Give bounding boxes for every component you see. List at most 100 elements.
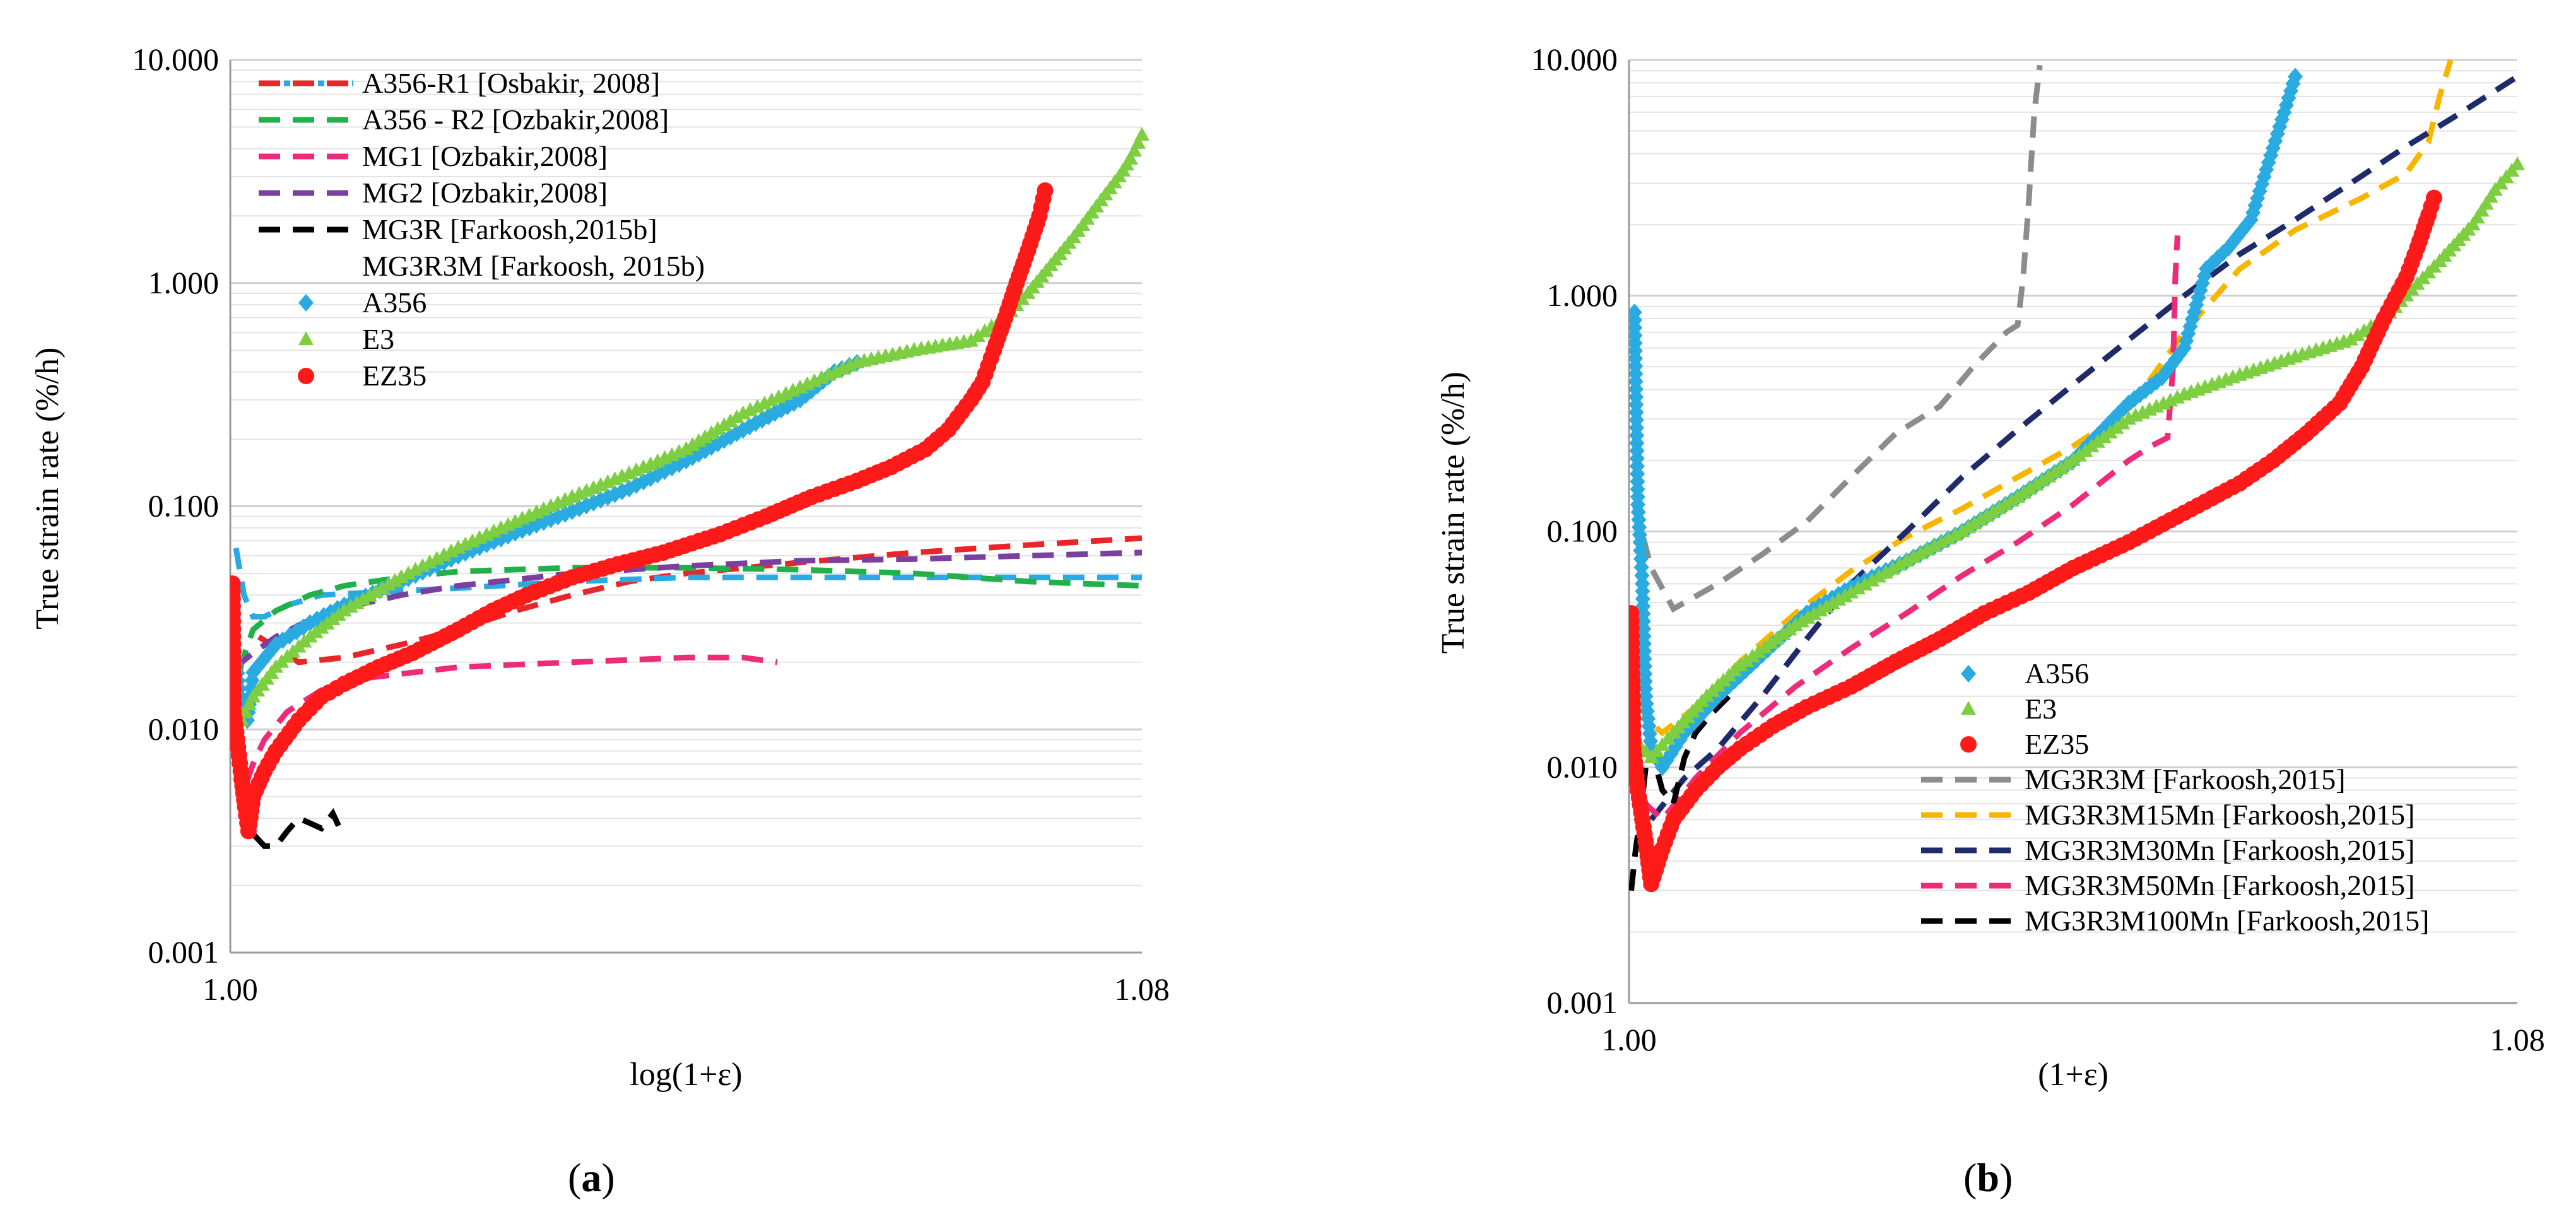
chart-b-point-triangle bbox=[1927, 537, 1942, 552]
chart-b-y-axis-label: True strain rate (%/h) bbox=[1435, 372, 1471, 654]
chart-a-point-triangle bbox=[678, 441, 694, 455]
chart-a-point-triangle bbox=[703, 425, 719, 440]
chart-b-point-triangle bbox=[1800, 609, 1816, 624]
chart-a-point-triangle bbox=[368, 584, 384, 598]
chart-b-legend-label: MG3R3M [Farkoosh,2015] bbox=[2025, 763, 2346, 795]
panel-label-b-letter: b bbox=[1977, 1155, 1999, 1200]
chart-b-point-triangle bbox=[1878, 565, 1893, 579]
chart-a-x-axis-label: log(1+ε) bbox=[630, 1057, 742, 1093]
chart-b-legend-entry: MG3R3M [Farkoosh,2015] bbox=[1921, 763, 2346, 795]
chart-a-point-triangle bbox=[429, 551, 445, 565]
chart-a-point-diamond bbox=[264, 641, 279, 659]
chart-b-legend-entry: MG3R3M100Mn [Farkoosh,2015] bbox=[1921, 905, 2429, 937]
chart-a-legend-entry: A356 - R2 [Ozbakir,2008] bbox=[259, 103, 669, 136]
chart-b-point-triangle bbox=[1844, 584, 1859, 599]
chart-b-legend-label: E3 bbox=[2025, 693, 2057, 725]
chart-b-point-triangle bbox=[1997, 496, 2013, 511]
chart-b-legend-entry: E3 bbox=[1961, 693, 2057, 725]
chart-a-point-triangle bbox=[1130, 134, 1146, 149]
chart-b-point-triangle bbox=[2343, 331, 2358, 346]
chart-a-point-triangle bbox=[393, 569, 409, 584]
chart-a-legend-label: MG2 [Ozbakir,2008] bbox=[362, 177, 608, 209]
chart-b-point-triangle bbox=[1955, 523, 1970, 537]
chart-a-series-line bbox=[233, 547, 1142, 620]
chart-b-point-triangle bbox=[1864, 572, 1879, 587]
chart-a-point-triangle bbox=[422, 554, 438, 568]
chart-b-x-tick-label: 1.00 bbox=[1601, 1022, 1657, 1057]
chart-b-series-7 bbox=[1629, 189, 2442, 893]
chart-b-point-triangle bbox=[2022, 481, 2038, 495]
chart-b-series-line bbox=[1632, 235, 2180, 824]
chart-b-point-triangle bbox=[2356, 323, 2372, 338]
chart-a-point-triangle bbox=[729, 409, 744, 423]
chart-a-point-triangle bbox=[387, 573, 403, 587]
chart-b-legend-swatch bbox=[1961, 665, 1976, 683]
chart-a-point-triangle bbox=[691, 433, 707, 447]
chart-a-legend-swatch bbox=[298, 331, 314, 345]
chart-b-legend-entry: A356 bbox=[1961, 657, 2089, 690]
chart-b-point-triangle bbox=[1850, 580, 1866, 595]
chart-a-legend-label: E3 bbox=[362, 323, 394, 355]
chart-a-legend-entry: MG2 [Ozbakir,2008] bbox=[259, 177, 608, 209]
chart-a-series-8 bbox=[230, 182, 1054, 840]
chart-a-point-triangle bbox=[362, 587, 377, 602]
chart-b-point-diamond bbox=[2288, 68, 2303, 86]
chart-a-series-7 bbox=[230, 127, 1150, 726]
chart-b-series-line bbox=[1632, 59, 2454, 737]
chart-a-point-triangle bbox=[716, 417, 732, 431]
chart-b-series-1 bbox=[1632, 59, 2454, 737]
chart-b-point-triangle bbox=[1892, 556, 1907, 571]
chart-b-legend-entry: MG3R3M30Mn [Farkoosh,2015] bbox=[1921, 834, 2414, 866]
chart-a-point-triangle bbox=[685, 437, 700, 451]
chart-b-y-tick-label: 1.000 bbox=[1547, 278, 1618, 313]
chart-a: 0.001 0.010 0.100 1.000 10.000 1.00 1.08 log(1+… bbox=[30, 42, 1170, 1093]
chart-a-legend-entry: A356 bbox=[298, 286, 426, 319]
chart-b-y-tick-label: 0.001 bbox=[1547, 985, 1618, 1020]
chart-a-point-triangle bbox=[415, 558, 430, 572]
chart-b-y-tick-label: 0.010 bbox=[1547, 749, 1618, 784]
chart-b-point-triangle bbox=[1813, 602, 1828, 617]
chart-b-legend-label: MG3R3M15Mn [Farkoosh,2015] bbox=[2025, 799, 2414, 831]
chart-b-series-0 bbox=[1632, 64, 2043, 613]
chart-b-point-triangle bbox=[1806, 606, 1822, 620]
chart-b-legend-entry: MG3R3M50Mn [Farkoosh,2015] bbox=[1921, 869, 2414, 901]
chart-a-series-line bbox=[230, 565, 1143, 705]
chart-b-point-triangle bbox=[2059, 456, 2075, 471]
chart-a-x-tick-label: 1.08 bbox=[1114, 971, 1170, 1007]
chart-a-series-line bbox=[232, 549, 1143, 666]
chart-b-point-triangle bbox=[1934, 534, 1949, 549]
chart-a-legend-swatch bbox=[298, 368, 314, 384]
chart-a-point-triangle bbox=[242, 696, 257, 710]
chart-a-series-5 bbox=[233, 734, 341, 849]
chart-b-point-triangle bbox=[2510, 156, 2525, 170]
chart-a-legend-label: A356 bbox=[362, 286, 426, 319]
chart-b-point-triangle bbox=[1920, 541, 1935, 556]
chart-a-point-triangle bbox=[1122, 150, 1138, 165]
chart-a-legend: A356-R1 [Osbakir, 2008] A356 - R2 [Ozbaki… bbox=[259, 67, 705, 392]
chart-b-point-triangle bbox=[1979, 508, 1995, 522]
chart-b-point-triangle bbox=[1825, 595, 1840, 609]
chart-b-point-triangle bbox=[2016, 484, 2032, 499]
chart-b-y-tick-label: 0.100 bbox=[1547, 514, 1618, 549]
chart-a-point-triangle bbox=[970, 328, 985, 343]
chart-a-y-tick-label: 0.001 bbox=[148, 934, 220, 970]
chart-a-point-triangle bbox=[697, 429, 713, 443]
chart-a-point-triangle bbox=[336, 602, 352, 617]
chart-a-point-triangle bbox=[380, 577, 396, 591]
chart-b-point-triangle bbox=[1991, 500, 2007, 515]
chart-a-legend-label: MG1 [Ozbakir,2008] bbox=[362, 140, 608, 172]
chart-b-point-triangle bbox=[1973, 512, 1989, 526]
chart-b-point-triangle bbox=[2028, 476, 2044, 491]
chart-b-legend-label: EZ35 bbox=[2025, 728, 2089, 760]
panel-label-b: (b) bbox=[1963, 1155, 2013, 1200]
chart-a-y-axis-label: True strain rate (%/h) bbox=[30, 348, 66, 630]
chart-b-point-triangle bbox=[2004, 492, 2020, 507]
chart-b-series-line bbox=[1649, 74, 2519, 822]
chart-a-legend-label: A356-R1 [Osbakir, 2008] bbox=[362, 67, 660, 99]
chart-a-point-triangle bbox=[1126, 143, 1142, 157]
chart-a-y-tick-label: 1.000 bbox=[148, 265, 220, 300]
chart-a-series-2 bbox=[230, 565, 1143, 705]
chart-a-point-triangle bbox=[963, 332, 979, 347]
chart-a-legend-entry: MG1 [Ozbakir,2008] bbox=[259, 140, 608, 172]
